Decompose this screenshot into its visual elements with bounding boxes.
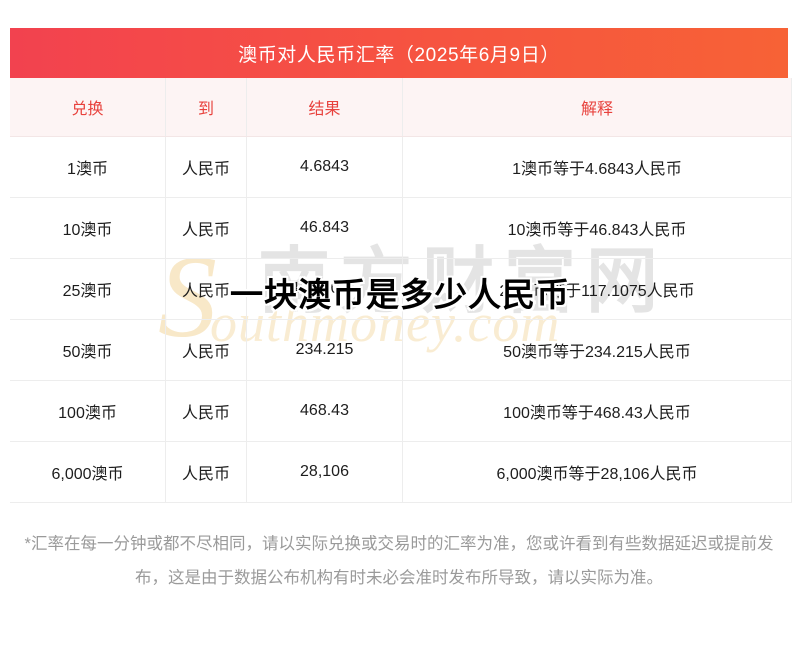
cell-to: 人民币 [165, 380, 247, 442]
table-header-row: 兑换 到 结果 解释 [10, 78, 792, 137]
cell-explanation: 10澳币等于46.843人民币 [402, 197, 792, 259]
column-header-explanation: 解释 [402, 78, 792, 137]
cell-to: 人民币 [165, 136, 247, 198]
cell-from: 10澳币 [10, 197, 166, 259]
cell-result: 117.1075 [246, 258, 403, 320]
column-header-to: 到 [165, 78, 247, 137]
cell-explanation: 1澳币等于4.6843人民币 [402, 136, 792, 198]
cell-result: 4.6843 [246, 136, 403, 198]
page-title: 澳币对人民币汇率（2025年6月9日） [238, 44, 560, 66]
table-row: 10澳币 人民币 46.843 10澳币等于46.843人民币 [10, 197, 792, 259]
cell-to: 人民币 [165, 319, 247, 381]
cell-result: 46.843 [246, 197, 403, 259]
cell-from: 25澳币 [10, 258, 166, 320]
cell-result: 234.215 [246, 319, 403, 381]
column-header-from: 兑换 [10, 78, 166, 137]
cell-from: 1澳币 [10, 136, 166, 198]
table-row: 100澳币 人民币 468.43 100澳币等于468.43人民币 [10, 380, 792, 442]
table-row: 50澳币 人民币 234.215 50澳币等于234.215人民币 [10, 319, 792, 381]
table-row: 1澳币 人民币 4.6843 1澳币等于4.6843人民币 [10, 136, 792, 198]
page-title-banner: 澳币对人民币汇率（2025年6月9日） [10, 28, 788, 78]
cell-explanation: 100澳币等于468.43人民币 [402, 380, 792, 442]
cell-explanation: 50澳币等于234.215人民币 [402, 319, 792, 381]
exchange-rate-table: 兑换 到 结果 解释 1澳币 人民币 4.6843 1澳币等于4.6843人民币… [10, 78, 792, 503]
table-row: 6,000澳币 人民币 28,106 6,000澳币等于28,106人民币 [10, 441, 792, 503]
disclaimer-footnote: *汇率在每一分钟或都不尽相同，请以实际兑换或交易时的汇率为准，您或许看到有些数据… [24, 535, 774, 587]
table-body: 1澳币 人民币 4.6843 1澳币等于4.6843人民币 10澳币 人民币 4… [10, 136, 792, 503]
cell-result: 28,106 [246, 441, 403, 503]
cell-from: 6,000澳币 [10, 441, 166, 503]
cell-from: 50澳币 [10, 319, 166, 381]
cell-to: 人民币 [165, 258, 247, 320]
cell-to: 人民币 [165, 197, 247, 259]
table-header: 兑换 到 结果 解释 [10, 78, 792, 137]
cell-to: 人民币 [165, 441, 247, 503]
overlay-headline: 一块澳币是多少人民币 [230, 276, 570, 313]
cell-from: 100澳币 [10, 380, 166, 442]
cell-result: 468.43 [246, 380, 403, 442]
cell-explanation: 25澳币等于117.1075人民币 [402, 258, 792, 320]
cell-explanation: 6,000澳币等于28,106人民币 [402, 441, 792, 503]
column-header-result: 结果 [246, 78, 403, 137]
table-row: 25澳币 人民币 117.1075 25澳币等于117.1075人民币 [10, 258, 792, 320]
